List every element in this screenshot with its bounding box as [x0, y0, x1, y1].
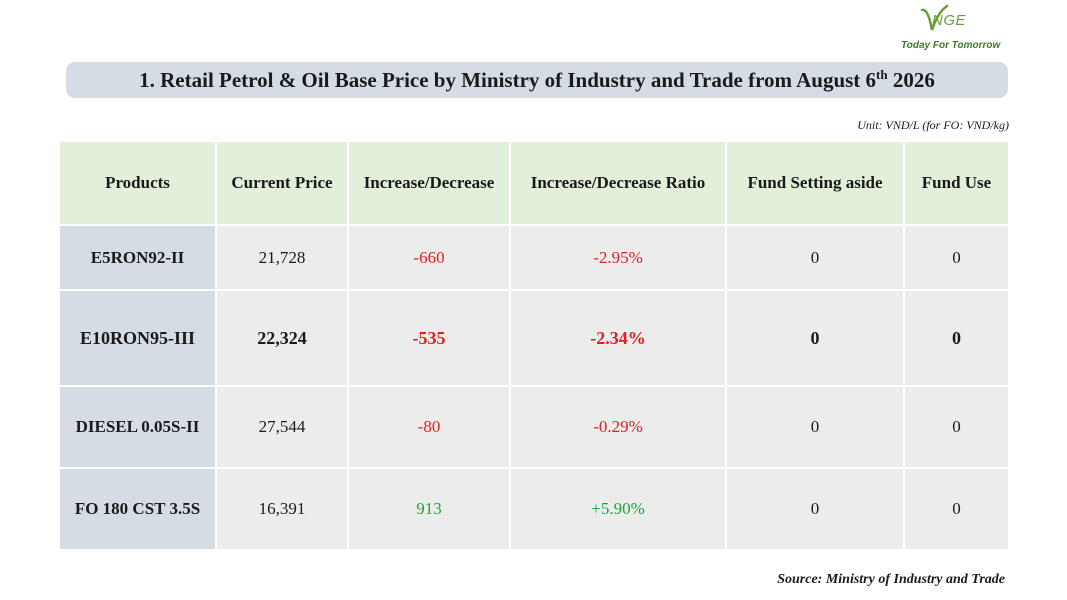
fund-aside-cell: 0	[725, 224, 905, 291]
table-row: FO 180 CST 3.5S 16,391 913 +5.90% 0 0	[58, 467, 1010, 551]
vnge-logo: NGE Today For Tomorrow	[896, 4, 1006, 54]
product-cell: DIESEL 0.05S-II	[58, 385, 217, 469]
table-header-row: Products Current Price Increase/Decrease…	[58, 140, 1010, 226]
fund-use-cell: 0	[903, 224, 1010, 291]
price-cell: 27,544	[215, 385, 349, 469]
logo-word: NGE	[932, 12, 967, 29]
table-row: E5RON92-II 21,728 -660 -2.95% 0 0	[58, 224, 1010, 291]
product-cell: FO 180 CST 3.5S	[58, 467, 217, 551]
header-current-price: Current Price	[215, 140, 349, 226]
change-cell: -535	[347, 289, 511, 387]
unit-note: Unit: VND/L (for FO: VND/kg)	[857, 118, 1009, 132]
product-cell: E5RON92-II	[58, 224, 217, 291]
price-cell: 22,324	[215, 289, 349, 387]
price-cell: 21,728	[215, 224, 349, 291]
title-ordinal: th	[876, 67, 888, 82]
ratio-cell: -0.29%	[509, 385, 727, 469]
fund-aside-cell: 0	[725, 467, 905, 551]
table-row: DIESEL 0.05S-II 27,544 -80 -0.29% 0 0	[58, 385, 1010, 469]
price-cell: 16,391	[215, 467, 349, 551]
title-banner: 1. Retail Petrol & Oil Base Price by Min…	[66, 62, 1008, 98]
table-row: E10RON95-III 22,324 -535 -2.34% 0 0	[58, 289, 1010, 387]
logo-v-icon	[920, 4, 949, 31]
product-cell: E10RON95-III	[58, 289, 217, 387]
fund-use-cell: 0	[903, 289, 1010, 387]
logo-tagline: Today For Tomorrow	[901, 40, 1001, 51]
change-cell: -660	[347, 224, 511, 291]
ratio-cell: -2.95%	[509, 224, 727, 291]
header-products: Products	[58, 140, 217, 226]
fund-use-cell: 0	[903, 385, 1010, 469]
fund-aside-cell: 0	[725, 289, 905, 387]
price-table: Products Current Price Increase/Decrease…	[58, 140, 1010, 551]
fund-aside-cell: 0	[725, 385, 905, 469]
page-title: 1. Retail Petrol & Oil Base Price by Min…	[139, 67, 935, 92]
header-fund-use: Fund Use	[903, 140, 1010, 226]
source-note: Source: Ministry of Industry and Trade	[777, 572, 1005, 587]
change-cell: -80	[347, 385, 511, 469]
ratio-cell: +5.90%	[509, 467, 727, 551]
ratio-cell: -2.34%	[509, 289, 727, 387]
fund-use-cell: 0	[903, 467, 1010, 551]
header-increase-decrease: Increase/Decrease	[347, 140, 511, 226]
header-ratio: Increase/Decrease Ratio	[509, 140, 727, 226]
change-cell: 913	[347, 467, 511, 551]
header-fund-setting-aside: Fund Setting aside	[725, 140, 905, 226]
